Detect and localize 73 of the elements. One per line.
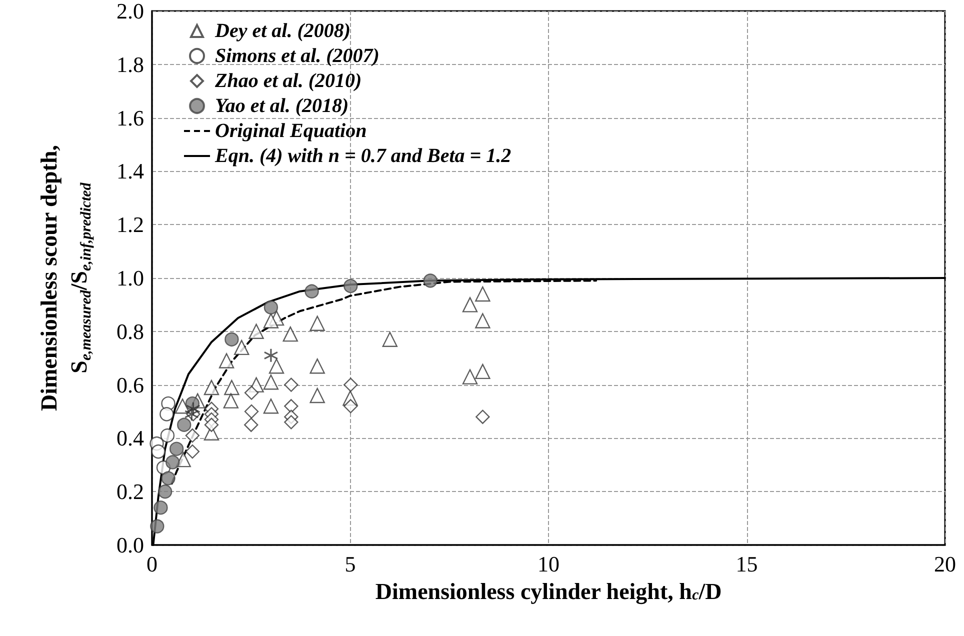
legend-label: Zhao et al. (2010): [214, 70, 362, 92]
y-tick-label: 0.8: [116, 318, 144, 344]
x-tick-label: 15: [736, 552, 758, 576]
point: [344, 399, 358, 414]
point: [462, 297, 478, 312]
point: [475, 286, 490, 302]
point: [166, 455, 180, 470]
point: [282, 326, 298, 342]
y-tick-label: 0.6: [116, 372, 144, 398]
point: [263, 398, 279, 414]
point: [310, 388, 325, 404]
point: [177, 418, 192, 432]
y-tick-label: 0.4: [116, 426, 144, 451]
point: [150, 519, 164, 534]
point: [264, 300, 278, 314]
point: [284, 378, 298, 392]
legend-label: Dey et al. (2008): [214, 20, 351, 42]
point: [268, 358, 284, 374]
point: [284, 399, 298, 414]
point: [244, 418, 258, 432]
y-tick-label: 1.8: [116, 52, 144, 77]
point: [263, 313, 279, 328]
point: [161, 471, 176, 486]
point: [160, 407, 174, 422]
point: [158, 484, 172, 499]
point: [476, 410, 490, 424]
point: [310, 358, 325, 374]
point: [310, 316, 325, 331]
legend-label: Original Equation: [215, 120, 367, 142]
point: [304, 284, 319, 298]
point: [475, 364, 490, 380]
point: [224, 332, 239, 347]
point: [264, 348, 278, 363]
point: [423, 274, 438, 288]
point: [344, 278, 358, 294]
y-tick-label: 0.2: [116, 479, 144, 504]
point: [244, 404, 259, 419]
point: [185, 444, 200, 459]
point: [160, 428, 175, 443]
y-tick-label: 1.4: [116, 158, 144, 184]
point: [151, 444, 166, 459]
point: [284, 415, 298, 430]
x-tick-label: 5: [344, 552, 356, 576]
legend-label: Yao et al. (2018): [215, 95, 349, 117]
point: [218, 353, 234, 368]
y-tick-label: 1.0: [116, 266, 144, 290]
y-tick-label: 1.2: [116, 212, 144, 238]
point: [475, 313, 490, 328]
point: [462, 369, 478, 384]
point: [174, 398, 190, 414]
point: [248, 324, 264, 339]
point: [263, 374, 279, 390]
x-tick-label: 10: [538, 552, 560, 576]
point: [344, 378, 358, 392]
y-tick-label: 0.0: [116, 532, 144, 558]
point: [169, 442, 184, 456]
x-tick-label: 20: [934, 552, 956, 576]
point: [234, 340, 250, 356]
point: [382, 332, 398, 348]
point: [204, 380, 220, 396]
point: [154, 500, 168, 515]
point: [244, 386, 259, 400]
point: [223, 393, 239, 408]
y-tick-label: 2.0: [116, 0, 144, 24]
point: [204, 418, 219, 432]
legend-label: Simons et al. (2007): [215, 45, 380, 67]
y-tick-label: 1.6: [116, 105, 144, 130]
point: [185, 428, 200, 443]
x-axis-title: Dimensionless cylinder height, hc/D: [375, 578, 722, 605]
point: [224, 380, 240, 396]
point: [186, 402, 201, 416]
legend-label: Eqn. (4) with n = 0.7 and Beta = 1.2: [214, 145, 512, 167]
x-tick-label: 0: [146, 552, 158, 576]
